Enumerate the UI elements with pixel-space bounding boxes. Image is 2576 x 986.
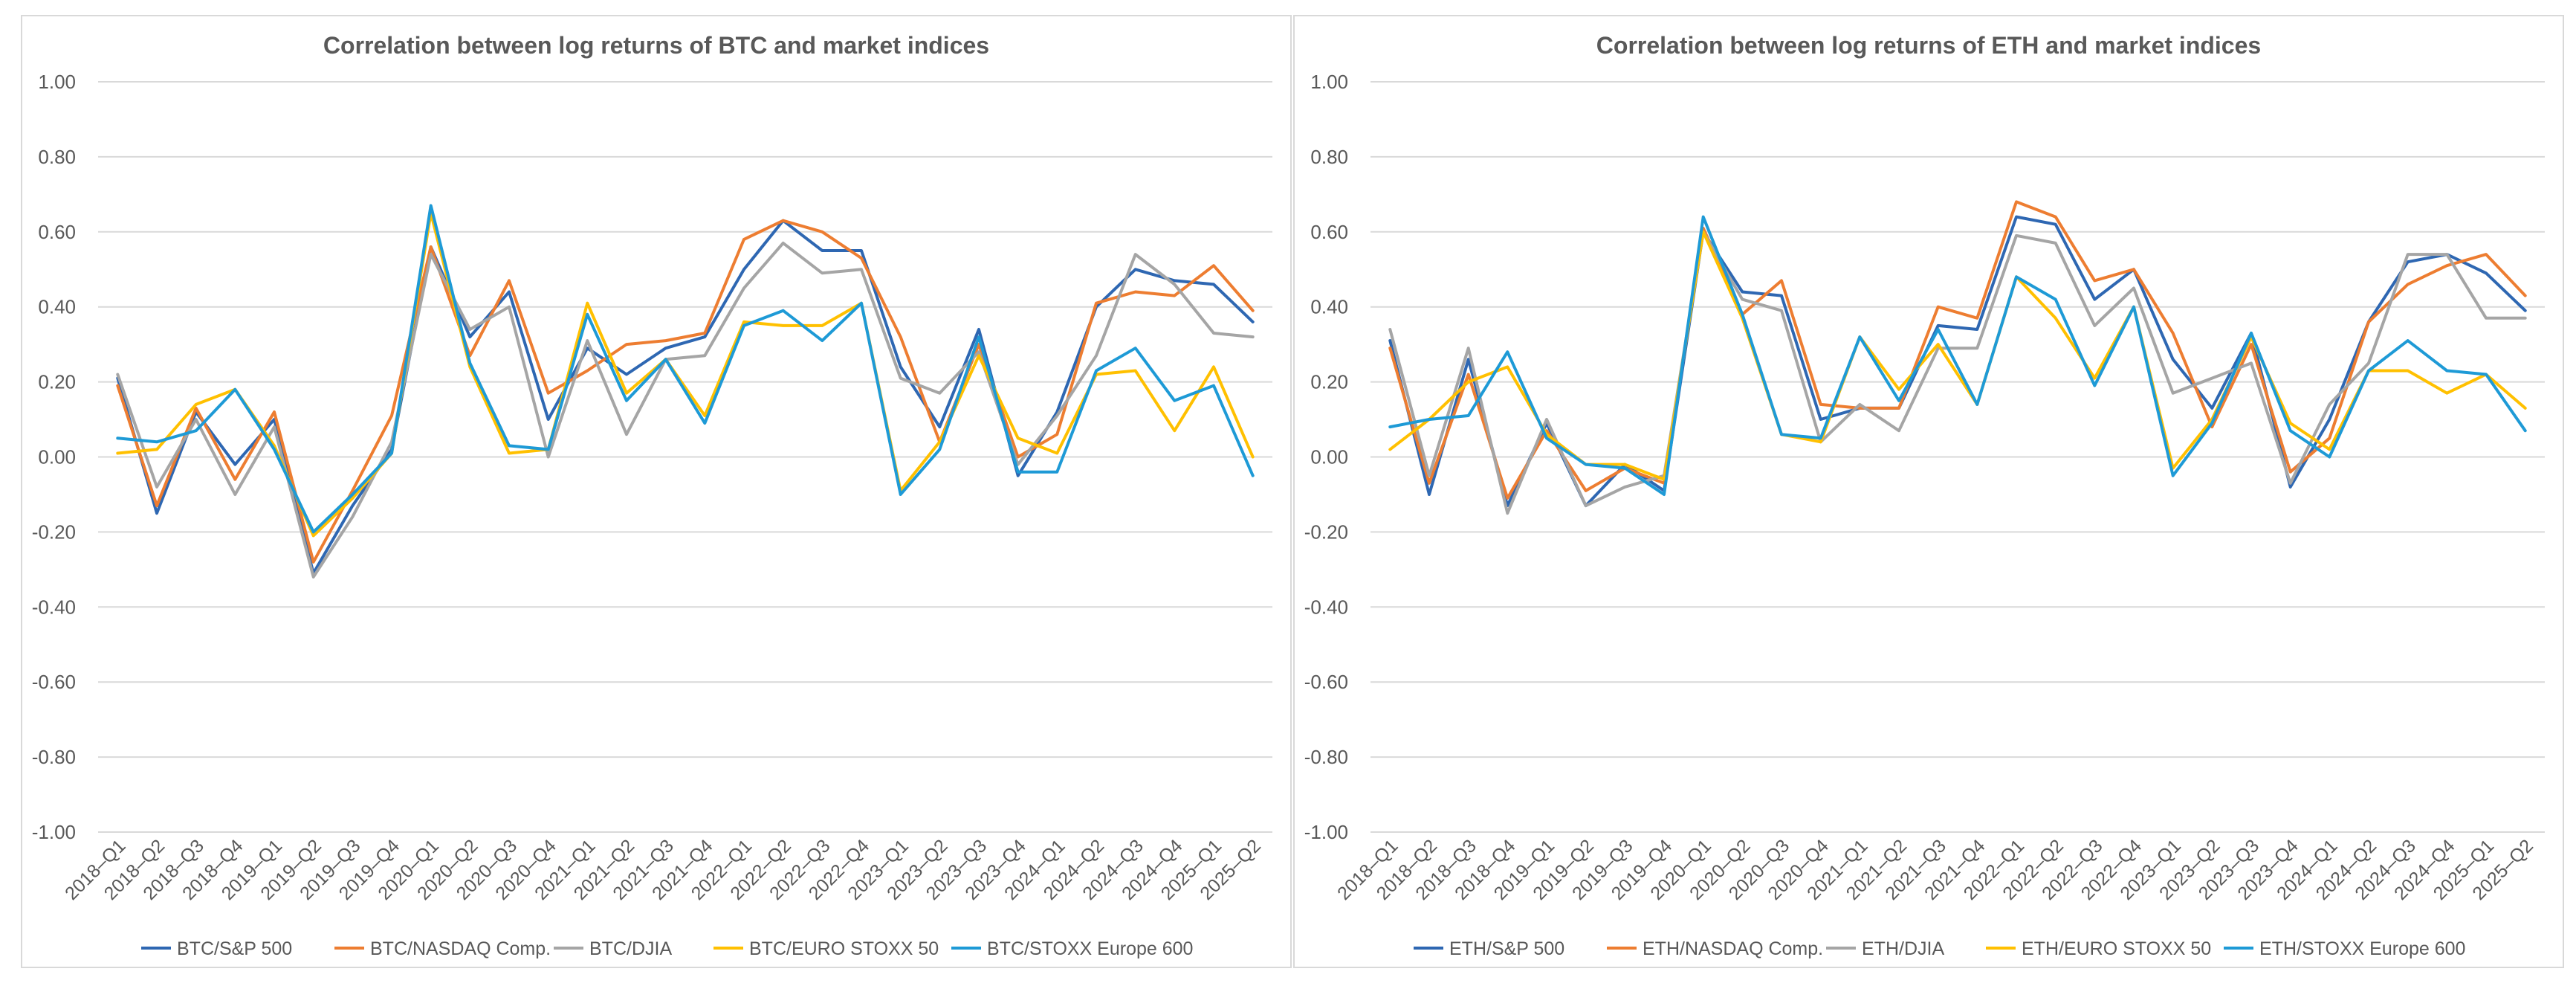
y-tick-label: -0.20 (32, 521, 76, 543)
legend-label: ETH/NASDAQ Comp. (1643, 938, 1823, 959)
y-tick-label: -1.00 (32, 821, 76, 843)
series-line (116, 241, 1255, 579)
eth-correlation-chart-panel: Correlation between log returns of ETH a… (1293, 15, 2564, 968)
y-tick-label: 0.80 (38, 146, 76, 168)
series-line (116, 219, 1255, 575)
y-tick-label: -0.60 (32, 671, 76, 693)
eth-x-axis: 2018–Q12018–Q22018–Q32018–Q42019–Q12019–… (1333, 835, 2537, 904)
chart-title: Correlation between log returns of BTC a… (323, 32, 989, 59)
chart-title: Correlation between log returns of ETH a… (1596, 32, 2261, 59)
legend-label: BTC/STOXX Europe 600 (987, 938, 1193, 959)
btc-legend: BTC/S&P 500 BTC/NASDAQ Comp. BTC/DJIA BTC/E… (141, 938, 1193, 959)
y-tick-label: 1.00 (38, 71, 76, 93)
y-tick-label: 0.60 (1310, 221, 1348, 243)
series-line (116, 219, 1255, 564)
y-tick-label: -0.80 (32, 746, 76, 768)
btc-gridlines (98, 81, 1272, 833)
y-tick-label: 1.00 (1310, 71, 1348, 93)
y-tick-label: -0.20 (1304, 521, 1348, 543)
btc-series-lines (116, 204, 1255, 579)
y-tick-label: 0.20 (38, 371, 76, 393)
btc-y-axis: 1.00 0.80 0.60 0.40 0.20 0.00 -0.20 -0.40 -0.60 -… (32, 71, 76, 843)
y-tick-label: 0.40 (38, 296, 76, 318)
y-tick-label: 0.40 (1310, 296, 1348, 318)
legend-label: BTC/NASDAQ Comp. (370, 938, 551, 959)
y-tick-label: -0.40 (1304, 596, 1348, 618)
series-line (1388, 215, 2527, 496)
y-tick-label: 0.20 (1310, 371, 1348, 393)
btc-correlation-chart-panel: Correlation between log returns of BTC a… (21, 15, 1292, 968)
y-tick-label: 0.60 (38, 221, 76, 243)
eth-legend: ETH/S&P 500 ETH/NASDAQ Comp. ETH/DJIA ETH/E… (1414, 938, 2465, 959)
y-tick-label: -1.00 (1304, 821, 1348, 843)
btc-correlation-chart: Correlation between log returns of BTC a… (32, 32, 1272, 959)
legend-label: BTC/EURO STOXX 50 (749, 938, 939, 959)
legend-label: ETH/S&P 500 (1449, 938, 1564, 959)
eth-gridlines (1370, 81, 2545, 833)
legend-label: ETH/STOXX Europe 600 (2259, 938, 2465, 959)
eth-correlation-chart: Correlation between log returns of ETH a… (1304, 32, 2545, 959)
legend-label: ETH/EURO STOXX 50 (2022, 938, 2211, 959)
btc-x-axis: 2018–Q12018–Q22018–Q32018–Q42019–Q12019–… (61, 835, 1265, 904)
legend-label: ETH/DJIA (1862, 938, 1944, 959)
series-line (116, 204, 1255, 534)
legend-label: BTC/DJIA (589, 938, 672, 959)
series-line (1388, 230, 2527, 515)
y-tick-label: 0.00 (1310, 446, 1348, 468)
y-tick-label: -0.40 (32, 596, 76, 618)
legend-label: BTC/S&P 500 (177, 938, 292, 959)
eth-series-lines (1388, 200, 2527, 515)
eth-y-axis: 1.00 0.80 0.60 0.40 0.20 0.00 -0.20 -0.40 -0.60 -… (1304, 71, 1348, 843)
y-tick-label: -0.80 (1304, 746, 1348, 768)
series-line (1388, 200, 2527, 500)
y-tick-label: -0.60 (1304, 671, 1348, 693)
y-tick-label: 0.80 (1310, 146, 1348, 168)
y-tick-label: 0.00 (38, 446, 76, 468)
